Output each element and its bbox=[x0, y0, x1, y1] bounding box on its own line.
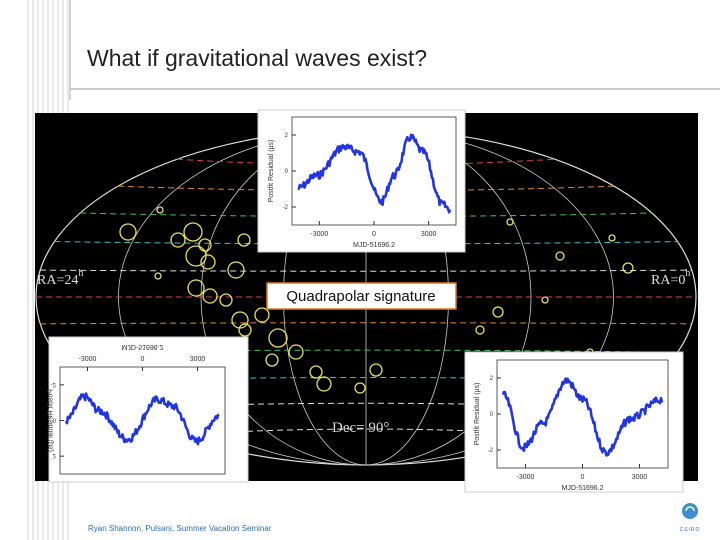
y-tick-label: 0 bbox=[53, 417, 57, 423]
x-tick-label: 3000 bbox=[632, 474, 648, 481]
pulsar bbox=[541, 296, 549, 304]
y-tick-label: 2 bbox=[490, 376, 494, 382]
pulsar bbox=[475, 325, 485, 335]
latitude-line bbox=[40, 269, 692, 272]
pulsar bbox=[309, 365, 323, 379]
pulsar bbox=[555, 251, 565, 261]
pulsar bbox=[156, 206, 164, 214]
x-tick-label: 3000 bbox=[421, 231, 437, 238]
residual-plots: -3000 0 3000 2 0 -2 Postfit Residual (μs) MJD-5… bbox=[48, 109, 684, 493]
y-axis-label: Postfit Residual (μs) bbox=[268, 140, 275, 203]
pulsar bbox=[265, 353, 279, 367]
x-tick-label: 0 bbox=[581, 474, 585, 481]
logo-mark bbox=[682, 503, 698, 519]
x-tick-label: 0 bbox=[372, 231, 376, 238]
logo-text: CSIRO bbox=[680, 527, 701, 533]
pulsar bbox=[119, 223, 137, 241]
plot-frame bbox=[257, 109, 466, 253]
ra-right: RA=0 bbox=[651, 273, 685, 288]
y-axis-label: Postfit Residual (μs) bbox=[48, 389, 55, 452]
latitude-line bbox=[40, 322, 692, 325]
residual-curve bbox=[64, 392, 220, 446]
residual-plot: -3000 0 3000 2 0 -2 Postfit Residual (μs) MJD-5… bbox=[464, 351, 684, 493]
pulsar bbox=[219, 293, 233, 307]
pulsar bbox=[254, 307, 270, 323]
pulsar-circles bbox=[119, 206, 634, 394]
residual-curve bbox=[297, 133, 452, 214]
pulsar bbox=[268, 328, 288, 348]
pulsar bbox=[608, 234, 616, 242]
x-axis-label: MJD-51696.2 bbox=[121, 343, 163, 350]
x-axis-label: MJD-51696.2 bbox=[353, 242, 395, 249]
pulsar bbox=[622, 262, 634, 274]
x-tick-label: 0 bbox=[141, 354, 145, 361]
pulsar bbox=[369, 363, 383, 377]
y-tick-label: 2 bbox=[53, 452, 57, 458]
callout-box bbox=[266, 282, 457, 310]
pulsar bbox=[237, 233, 251, 247]
callout-text: Quadrapolar signature bbox=[286, 288, 435, 305]
ra-left: RA=24 bbox=[37, 273, 78, 288]
residual-plot: -3000 0 3000 2 0 -2 Postfit Residual (μs) MJD-5… bbox=[257, 109, 466, 253]
pulsar bbox=[492, 306, 504, 318]
pulsar bbox=[154, 272, 162, 280]
logo-arc bbox=[685, 506, 695, 512]
pulsar bbox=[354, 382, 366, 394]
pulsar bbox=[288, 344, 304, 360]
ra-left-sup: h bbox=[78, 268, 83, 279]
footer: Ryan Shannon, Pulsars, Summer Vacation S… bbox=[88, 524, 272, 533]
dec-label: Dec= 90° bbox=[332, 420, 389, 436]
residual-curve bbox=[501, 377, 664, 457]
y-tick-label: 0 bbox=[490, 412, 494, 418]
ra-right-sup: h bbox=[685, 268, 690, 279]
slide-title: What if gravitational waves exist? bbox=[87, 45, 427, 71]
x-tick-label: -3000 bbox=[517, 474, 535, 481]
y-tick-label: 2 bbox=[285, 133, 289, 139]
plot-frame bbox=[464, 351, 684, 493]
residual-plot: -3000 0 3000 2 0 -2 Postfit Residual (μs) MJD-5… bbox=[48, 336, 249, 483]
pulsar bbox=[227, 261, 245, 279]
pulsar bbox=[506, 218, 514, 226]
pulsar bbox=[200, 254, 216, 270]
x-tick-label: 3000 bbox=[190, 354, 206, 361]
y-tick-label: -2 bbox=[51, 381, 57, 387]
pulsar bbox=[202, 288, 218, 304]
pulsar bbox=[183, 222, 203, 242]
ra-right-label: RA=0h bbox=[651, 268, 690, 288]
ra-left-label: RA=24h bbox=[37, 268, 83, 288]
x-axis-label: MJD-51696.2 bbox=[561, 485, 603, 492]
pulsar bbox=[170, 232, 186, 248]
pulsar bbox=[238, 323, 252, 337]
latitude-line bbox=[54, 349, 678, 353]
latitude-line bbox=[177, 158, 555, 166]
x-tick-label: -3000 bbox=[79, 354, 97, 361]
pulsar bbox=[316, 376, 332, 392]
pulsar bbox=[185, 245, 207, 267]
pulsar bbox=[187, 279, 205, 297]
x-tick-label: -3000 bbox=[310, 231, 328, 238]
y-tick-label: 0 bbox=[285, 169, 289, 175]
y-axis-label: Postfit Residual (μs) bbox=[474, 383, 481, 446]
y-tick-label: -2 bbox=[283, 205, 289, 211]
logo: CSIRO bbox=[680, 503, 701, 533]
y-tick-label: -2 bbox=[488, 448, 494, 454]
